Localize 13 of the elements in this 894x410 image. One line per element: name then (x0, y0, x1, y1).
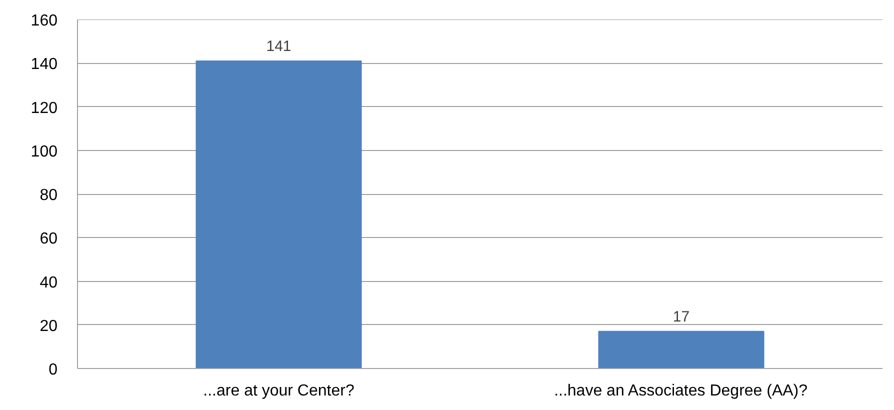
y-tick-label: 60 (40, 230, 58, 248)
y-tick-label: 20 (40, 318, 58, 335)
y-tick-label: 100 (30, 143, 58, 160)
y-tick-label: 160 (30, 12, 58, 30)
data-label: 17 (672, 308, 690, 326)
y-tick-label: 80 (40, 187, 58, 204)
y-tick-label: 0 (48, 362, 58, 378)
x-tick-label: ...have an Associates Degree (AA)? (554, 382, 808, 400)
data-label: 141 (266, 38, 292, 55)
y-tick-label: 40 (40, 274, 58, 292)
y-tick-label: 120 (30, 100, 58, 117)
x-tick-label: ...are at your Center? (203, 382, 354, 400)
y-tick-label: 140 (30, 56, 58, 74)
